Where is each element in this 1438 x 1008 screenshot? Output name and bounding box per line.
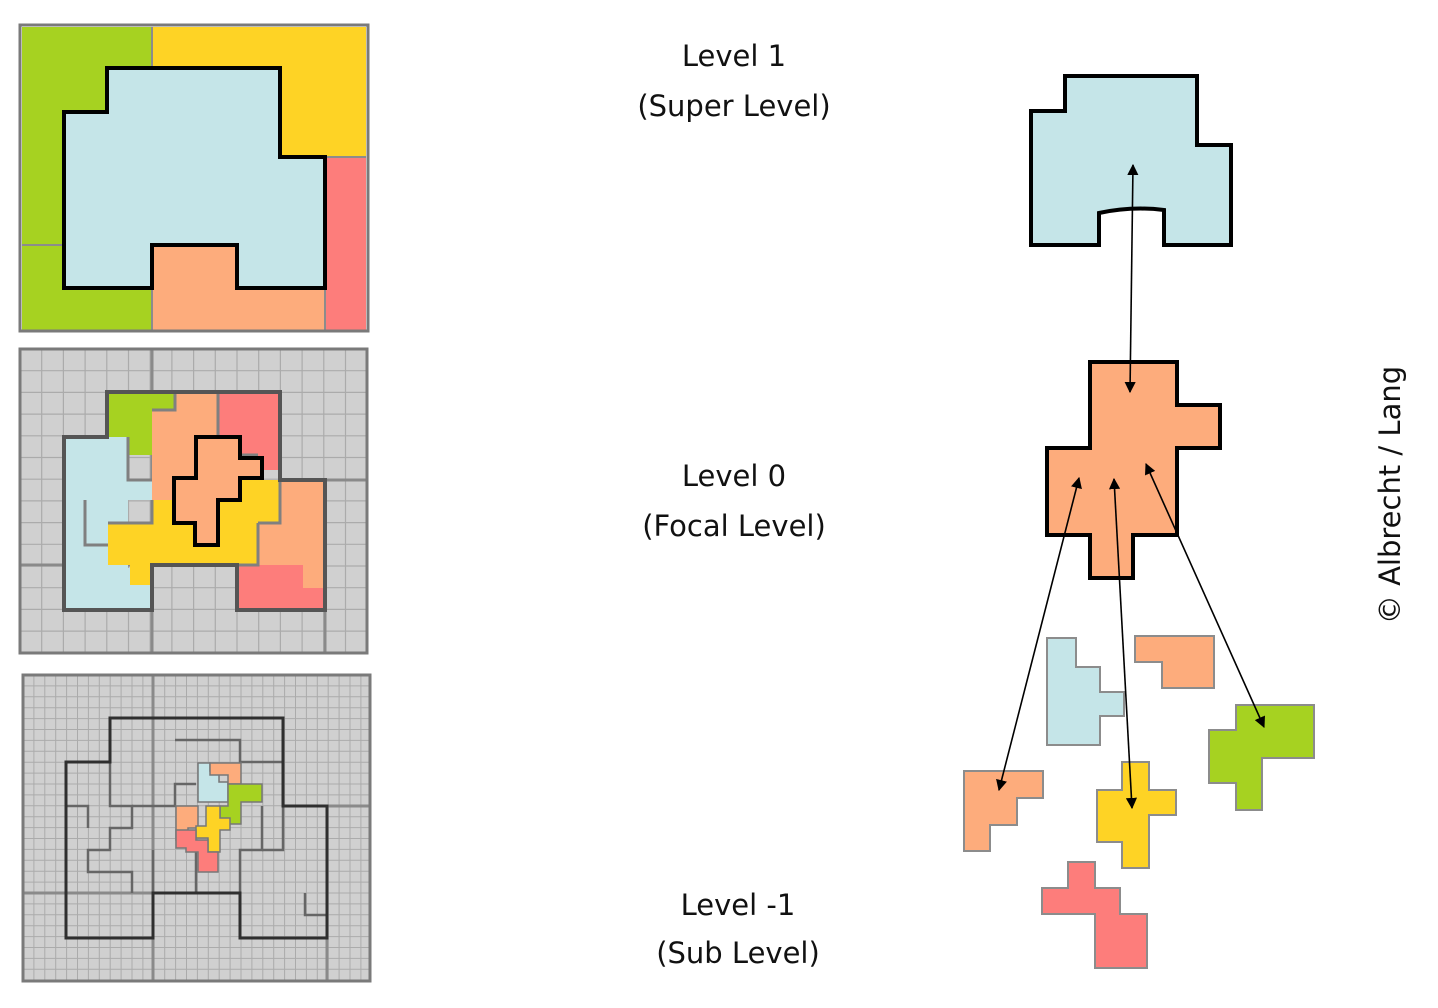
level-0-name: Level 0 (682, 459, 786, 493)
sub-green (219, 783, 263, 825)
map-panel-level-0 (18, 347, 369, 655)
copyright-text: © Albrecht / Lang (1373, 366, 1407, 624)
arrow-focal-sub-green (1145, 462, 1265, 729)
arrow-focal-sub-yellow (1108, 477, 1138, 810)
sub-shape-yellow (1096, 761, 1177, 869)
red-region (325, 157, 366, 330)
sub-shape-red (1041, 861, 1148, 969)
map-panel-level-minus-1 (21, 673, 372, 983)
super-level-unit (62, 66, 327, 290)
level-label-minus-1: Level -1 (Sub Level) (656, 888, 820, 970)
level-1-outline-dim (62, 390, 327, 612)
level-minus-1-name: Level -1 (681, 888, 796, 922)
level-0-desc: (Focal Level) (642, 509, 826, 543)
red-patch-2 (237, 565, 325, 610)
focal-level-shape (1045, 360, 1222, 580)
level-1-name: Level 1 (682, 39, 786, 73)
level-label-0: Level 0 (Focal Level) (642, 459, 826, 543)
sub-shape-light-blue (1046, 637, 1125, 746)
map-panel-level-1 (18, 23, 370, 333)
sub-level-shapes (963, 635, 1315, 969)
relation-arrows (996, 163, 1265, 810)
arrow-focal-sub-orange (996, 476, 1082, 792)
focal-unit-outline (172, 435, 264, 547)
sub-red (175, 829, 219, 873)
sub-shape-orange-left (963, 770, 1044, 852)
level-1-desc: (Super Level) (637, 89, 830, 123)
level-minus-1-desc: (Sub Level) (656, 936, 820, 970)
level-label-1: Level 1 (Super Level) (637, 39, 830, 123)
super-level-shape (1029, 74, 1233, 247)
orange-patch-2 (258, 480, 325, 588)
sub-shape-orange-top (1134, 635, 1215, 689)
sub-shape-green (1208, 704, 1315, 811)
arrow-focal-super (1124, 163, 1139, 394)
sub-yellow (195, 805, 231, 853)
